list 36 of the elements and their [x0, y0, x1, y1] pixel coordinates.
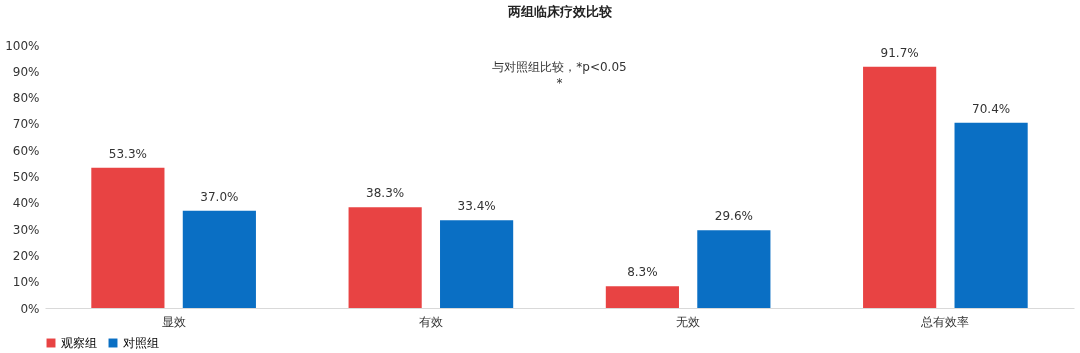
bar [91, 167, 165, 308]
y-tick-label: 10% [12, 275, 40, 290]
annotation: 与对照组比较，*p<0.05 [492, 60, 627, 74]
y-tick-label: 0% [20, 301, 40, 316]
bar [348, 207, 422, 308]
bar [863, 66, 937, 308]
bar [954, 122, 1028, 308]
data-label: 33.4% [457, 199, 496, 214]
bar [697, 230, 771, 308]
bar [182, 210, 256, 308]
annotation: * [556, 76, 563, 90]
y-tick-label: 100% [5, 38, 40, 53]
y-tick-label: 50% [12, 170, 40, 184]
y-tick-label: 20% [12, 248, 40, 263]
data-label: 53.3% [108, 146, 147, 161]
y-tick-label: 60% [12, 143, 40, 158]
y-tick-label: 40% [12, 196, 40, 211]
chart-title: 两组临床疗效比较 [506, 4, 613, 19]
x-tick-label: 有效 [418, 314, 443, 329]
data-label: 91.7% [880, 45, 919, 60]
bar [440, 220, 514, 308]
legend-label: 对照组 [123, 336, 159, 350]
legend-label: 观察组 [61, 336, 97, 350]
bar [605, 286, 679, 308]
x-tick-label: 无效 [676, 314, 701, 329]
data-label: 38.3% [366, 186, 405, 201]
x-tick-label: 显效 [161, 314, 186, 329]
data-label: 8.3% [627, 265, 658, 280]
y-tick-label: 90% [12, 64, 40, 79]
y-tick-label: 30% [12, 222, 40, 237]
data-label: 37.0% [200, 189, 239, 204]
data-label: 29.6% [714, 209, 753, 224]
y-tick-label: 80% [12, 91, 40, 106]
y-tick-label: 70% [12, 117, 40, 132]
x-tick-label: 总有效率 [920, 314, 970, 329]
data-label: 70.4% [972, 101, 1011, 116]
